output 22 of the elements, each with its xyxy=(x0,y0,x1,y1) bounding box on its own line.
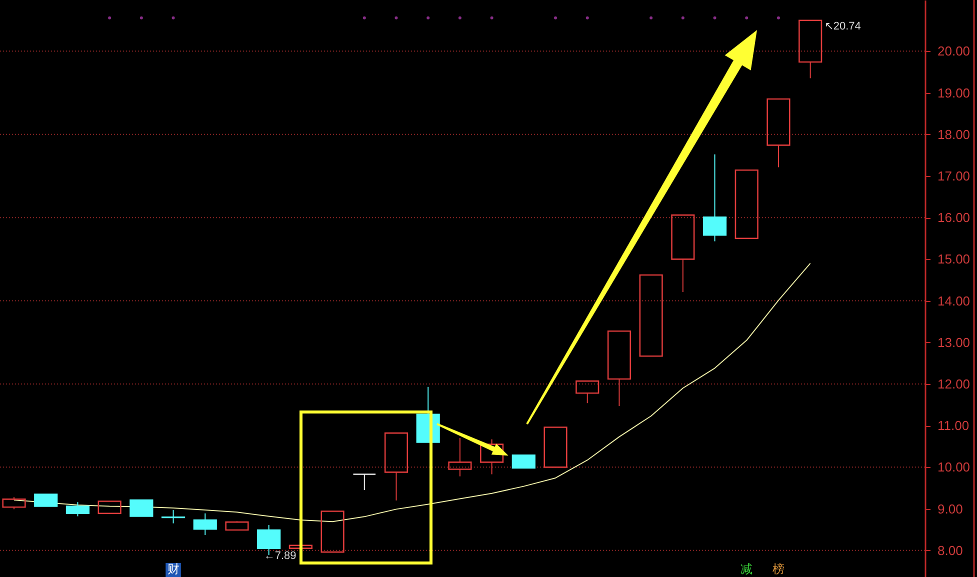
y-tick-label: 20.00 xyxy=(938,44,970,59)
candlestick xyxy=(161,510,186,524)
y-tick-label: 10.00 xyxy=(938,460,970,475)
y-tick-label: 15.00 xyxy=(938,252,970,267)
y-tick-label: 12.00 xyxy=(938,376,970,392)
annotation: ↖20.74 xyxy=(824,20,861,32)
y-tick-label: 14.00 xyxy=(938,293,970,308)
annotation: ←7.89 xyxy=(264,550,296,562)
y-tick-label: 17.00 xyxy=(938,168,970,184)
annotation: 财 xyxy=(167,562,180,576)
line-series xyxy=(14,262,811,522)
y-tick-label: 13.00 xyxy=(938,334,970,350)
y-tick-label: 11.00 xyxy=(938,418,970,434)
annotation: 榜 xyxy=(772,562,784,576)
annotation: 减 xyxy=(740,562,753,576)
y-tick-label: 16.00 xyxy=(938,210,970,226)
y-tick-label: 8.00 xyxy=(938,542,963,558)
y-tick-label: 18.00 xyxy=(938,126,970,142)
candlestick xyxy=(448,438,472,477)
y-tick-label: 19.00 xyxy=(938,85,970,100)
candlestick xyxy=(702,154,727,242)
y-tick-label: 9.00 xyxy=(938,501,963,516)
